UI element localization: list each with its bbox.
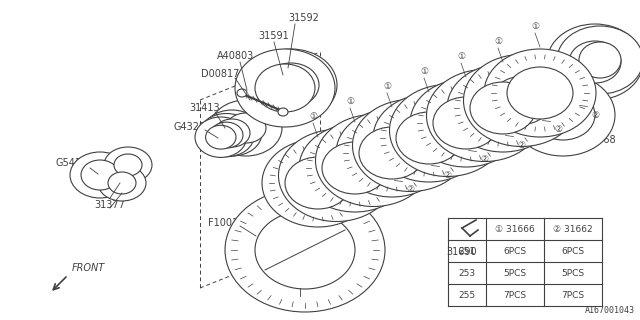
Text: ②: ② [444,171,452,180]
Text: ②: ② [517,140,525,149]
Ellipse shape [235,49,335,127]
Ellipse shape [507,67,573,119]
Ellipse shape [278,130,394,221]
Ellipse shape [299,124,411,212]
Ellipse shape [447,64,559,152]
Ellipse shape [547,24,640,100]
Ellipse shape [322,142,388,194]
Text: ①: ① [457,52,465,61]
Ellipse shape [511,74,615,156]
Ellipse shape [255,64,315,112]
Text: 31667: 31667 [285,297,316,307]
Text: 6PCS: 6PCS [561,246,584,255]
Text: D00817: D00817 [201,69,239,79]
Ellipse shape [210,100,282,156]
Ellipse shape [396,112,462,164]
Ellipse shape [492,76,552,124]
Ellipse shape [237,89,247,97]
Ellipse shape [463,54,579,147]
Ellipse shape [316,115,431,206]
Ellipse shape [433,97,499,149]
Ellipse shape [353,100,468,191]
Text: ① 31666: ① 31666 [495,225,535,234]
Ellipse shape [226,113,266,143]
Text: ② 31662: ② 31662 [553,225,593,234]
Ellipse shape [108,172,136,194]
Ellipse shape [531,90,595,140]
Ellipse shape [245,49,337,121]
Ellipse shape [70,152,130,198]
Ellipse shape [569,41,621,83]
Text: 5PCS: 5PCS [561,268,584,277]
Ellipse shape [195,117,246,157]
Text: ①: ① [346,97,354,106]
Ellipse shape [214,119,250,147]
Text: ②: ② [481,156,488,164]
Text: ②: ② [554,125,563,134]
Text: ①: ① [531,22,539,31]
Text: 6PCS: 6PCS [504,246,527,255]
Ellipse shape [373,94,485,182]
Ellipse shape [285,157,351,209]
Ellipse shape [336,109,448,197]
Ellipse shape [205,125,236,149]
Text: ①: ① [420,67,428,76]
Ellipse shape [255,211,355,289]
Text: 31591: 31591 [259,31,289,41]
Text: 31592: 31592 [289,13,319,23]
Ellipse shape [114,154,142,176]
Text: 253: 253 [458,268,476,277]
Text: 251: 251 [458,246,476,255]
Ellipse shape [381,122,440,170]
Text: 255: 255 [458,291,476,300]
Text: A167001043: A167001043 [585,306,635,315]
Text: G43208: G43208 [174,122,212,132]
Ellipse shape [426,69,543,162]
Ellipse shape [454,92,515,140]
Text: F10017: F10017 [208,218,244,228]
Ellipse shape [202,110,262,156]
Ellipse shape [278,108,288,116]
Ellipse shape [104,147,152,183]
Text: 31668: 31668 [586,135,616,145]
Text: ①: ① [383,82,391,91]
Ellipse shape [579,42,621,78]
Text: 7PCS: 7PCS [504,291,527,300]
Ellipse shape [307,151,367,199]
Text: FRONT: FRONT [72,263,105,273]
Text: 31690: 31690 [447,247,477,257]
Ellipse shape [470,82,536,134]
Ellipse shape [390,84,506,177]
Text: ②: ② [406,186,415,195]
Ellipse shape [484,49,596,137]
Text: A40803: A40803 [218,51,255,61]
Text: 7PCS: 7PCS [561,291,584,300]
Ellipse shape [98,165,146,201]
Text: G54102: G54102 [56,158,94,168]
Text: 31377: 31377 [95,200,125,210]
Text: 5PCS: 5PCS [504,268,527,277]
Ellipse shape [225,188,385,312]
Text: ①: ① [309,112,317,121]
Text: 31643: 31643 [621,67,640,77]
Ellipse shape [262,139,374,227]
Text: ①: ① [494,37,502,46]
Ellipse shape [263,63,319,107]
Ellipse shape [410,79,522,167]
Text: 31377: 31377 [95,188,125,198]
Text: 31413: 31413 [189,103,220,113]
Ellipse shape [210,122,243,148]
Ellipse shape [359,127,425,179]
Ellipse shape [81,160,119,190]
Ellipse shape [198,114,254,157]
Ellipse shape [557,26,640,94]
Ellipse shape [344,137,403,185]
Ellipse shape [417,107,477,155]
Text: ②: ② [591,110,600,119]
